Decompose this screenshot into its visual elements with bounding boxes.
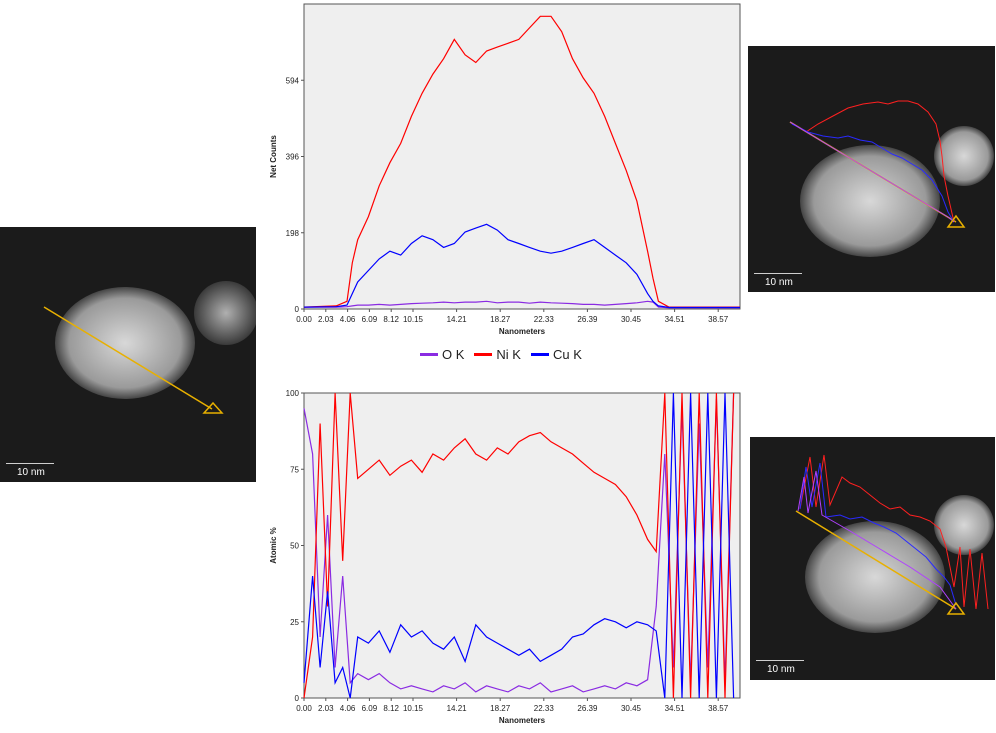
series-cu-k xyxy=(303,392,735,699)
cu-overlay-trace xyxy=(799,462,957,606)
legend-label-cu: Cu K xyxy=(552,346,582,362)
y-axis-label: Atomic % xyxy=(269,527,278,563)
scan-line xyxy=(795,510,957,610)
x-tick-label: 22.33 xyxy=(534,704,555,713)
scan-end-triangle-icon xyxy=(202,401,224,414)
chart-net-counts-svg: 0 198 396 594 0.00 2.03 4.06 6.09 8.12 10.15 14.21… xyxy=(269,3,741,336)
ni-overlay-trace xyxy=(799,454,989,610)
x-tick-label: 8.12 xyxy=(383,315,399,324)
x-axis-label: Nanometers xyxy=(499,716,546,725)
x-tick-label: 38.57 xyxy=(708,315,729,324)
particle-main xyxy=(55,287,195,399)
y-tick-label: 198 xyxy=(286,229,300,238)
scale-bar-label: 10 nm xyxy=(767,664,795,675)
x-tick-label: 14.21 xyxy=(447,315,468,324)
em-image-top-right-svg xyxy=(789,100,994,257)
scale-bar-label: 10 nm xyxy=(765,277,793,288)
em-image-left: 10 nm xyxy=(0,227,256,482)
particle-main xyxy=(805,521,945,633)
legend-swatch-ni xyxy=(474,352,493,356)
y-tick-label: 396 xyxy=(286,153,300,162)
scan-line xyxy=(43,306,213,410)
x-tick-label: 2.03 xyxy=(318,704,334,713)
x-tick-label: 34.51 xyxy=(665,315,686,324)
y-tick-label: 50 xyxy=(290,542,299,551)
y-tick-label: 594 xyxy=(286,76,300,85)
em-image-left-svg xyxy=(43,281,256,414)
legend: O K Ni K Cu K xyxy=(420,344,590,364)
scale-bar-label: 10 nm xyxy=(17,467,45,478)
y-tick-label: 75 xyxy=(290,465,299,474)
cu-overlay-trace xyxy=(791,123,955,223)
particle-small xyxy=(194,281,256,345)
x-tick-label: 18.27 xyxy=(490,704,511,713)
legend-item-cu: Cu K xyxy=(530,346,582,362)
y-axis-label: Net Counts xyxy=(269,135,278,178)
o-overlay-trace xyxy=(789,121,955,223)
o-overlay-trace xyxy=(797,470,957,610)
x-tick-label: 6.09 xyxy=(362,704,378,713)
series-ni-k xyxy=(303,15,740,308)
x-tick-label: 22.33 xyxy=(534,315,555,324)
em-image-top-right: 10 nm xyxy=(748,46,995,292)
x-tick-label: 26.39 xyxy=(577,704,598,713)
x-tick-label: 4.06 xyxy=(340,704,356,713)
scan-end-triangle-icon xyxy=(946,214,966,228)
x-tick-label: 14.21 xyxy=(447,704,468,713)
legend-swatch-cu xyxy=(530,352,549,356)
y-tick-label: 25 xyxy=(290,618,299,627)
x-tick-label: 34.51 xyxy=(665,704,686,713)
em-image-bottom-right: 10 nm xyxy=(750,437,995,680)
ni-overlay-trace xyxy=(805,100,955,223)
series-ni-k xyxy=(303,392,735,699)
legend-item-ni: Ni K xyxy=(474,347,521,362)
x-axis-label: Nanometers xyxy=(499,327,546,336)
chart-net-counts: 0 198 396 594 0.00 2.03 4.06 6.09 8.12 10.15 14.21… xyxy=(262,0,752,340)
x-tick-label: 0.00 xyxy=(296,704,312,713)
x-tick-label: 30.45 xyxy=(621,315,642,324)
chart-atomic-percent-svg: 0 25 50 75 100 0.00 2.03 4.06 6.09 8.12 10.15 14.21… xyxy=(269,389,741,725)
y-tick-label: 0 xyxy=(295,694,300,703)
x-tick-label: 8.12 xyxy=(383,704,399,713)
series-cu-k xyxy=(303,223,740,309)
chart-atomic-percent: 0 25 50 75 100 0.00 2.03 4.06 6.09 8.12 10.15 14.21… xyxy=(262,385,752,728)
scale-bar xyxy=(754,273,802,290)
y-tick-label: 100 xyxy=(286,389,300,398)
x-tick-label: 0.00 xyxy=(296,315,312,324)
x-tick-label: 26.39 xyxy=(577,315,598,324)
x-tick-label: 4.06 xyxy=(340,315,356,324)
particle-main xyxy=(800,145,940,257)
x-tick-label: 6.09 xyxy=(362,315,378,324)
legend-label-o: O K xyxy=(442,346,465,362)
x-tick-label: 2.03 xyxy=(318,315,334,324)
scale-bar xyxy=(756,660,804,677)
x-tick-label: 10.15 xyxy=(403,315,424,324)
particle-small xyxy=(934,126,994,186)
x-tick-label: 10.15 xyxy=(403,704,424,713)
series-o-k xyxy=(304,300,740,309)
x-tick-label: 38.57 xyxy=(708,704,729,713)
plot-area xyxy=(303,3,741,310)
legend-swatch-o xyxy=(420,352,438,356)
x-tick-label: 30.45 xyxy=(621,704,642,713)
x-tick-label: 18.27 xyxy=(490,315,511,324)
em-image-bottom-right-svg xyxy=(795,454,994,633)
legend-item-o: O K xyxy=(420,347,464,362)
legend-label-ni: Ni K xyxy=(496,346,521,362)
scale-bar xyxy=(6,463,54,480)
scan-end-triangle-icon xyxy=(946,601,966,615)
particle-small xyxy=(934,495,994,555)
y-tick-label: 0 xyxy=(295,305,300,314)
